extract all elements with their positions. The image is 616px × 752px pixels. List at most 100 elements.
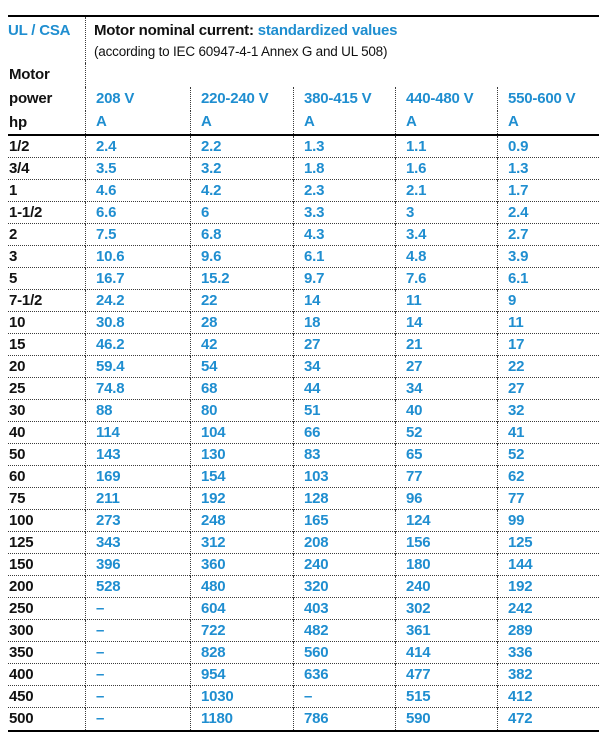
current-value: 6.1 [497,268,599,290]
hp-value: 250 [8,598,85,620]
unit-label: A [395,111,497,134]
current-value: 143 [85,444,190,466]
current-value: 1.6 [395,158,497,180]
current-value: 130 [190,444,293,466]
hp-value: 500 [9,710,34,727]
current-value: 99 [497,510,599,532]
current-value: – [85,620,190,642]
current-value: 22 [497,356,599,378]
table-row: 7-1/2 24.2 22 14 11 9 [8,290,599,312]
hp-value: 400 [8,664,85,686]
current-value: 412 [497,686,599,708]
current-value: 77 [395,466,497,488]
unit-label: A [85,111,190,134]
current-value: 590 [395,708,497,730]
table-row: 450 – 1030 – 515 412 [8,686,599,708]
current-value: 21 [395,334,497,356]
table-row: 30 88 80 51 40 32 [8,400,599,422]
table-row: 1/2 2.4 2.2 1.3 1.1 0.9 [8,136,599,158]
current-value: 361 [395,620,497,642]
table-body: 1/2 2.4 2.2 1.3 1.1 0.9 3/4 3.5 3.2 1.8 … [8,136,599,732]
hp-value: 3 [8,246,85,268]
hp-value: 450 [8,686,85,708]
hp-value: 2 [8,224,85,246]
current-value: 14 [395,312,497,334]
current-value: 144 [497,554,599,576]
current-value: 636 [293,664,395,686]
current-value: 62 [497,466,599,488]
unit-label: A [190,111,293,134]
current-value: 604 [190,598,293,620]
current-value: 14 [293,290,395,312]
column-header-440-480v: 440-480 V [395,87,497,111]
hp-value: 150 [8,554,85,576]
table-row: 125 343 312 208 156 125 [8,532,599,554]
current-value: 154 [190,466,293,488]
current-value: 7.5 [85,224,190,246]
current-value: 828 [190,642,293,664]
current-value: 18 [293,312,395,334]
row-header-motor: Motor [9,66,50,83]
current-value: 68 [190,378,293,400]
current-value: 83 [293,444,395,466]
table-row: 350 – 828 560 414 336 [8,642,599,664]
current-value: – [85,686,190,708]
table-title: Motor nominal current: standardized valu… [94,19,599,42]
table-row: 60 169 154 103 77 62 [8,466,599,488]
current-value: 6 [190,202,293,224]
hp-value: 75 [8,488,85,510]
current-value: 34 [395,378,497,400]
current-value: 30.8 [85,312,190,334]
current-value: 3.4 [395,224,497,246]
current-value: 208 [293,532,395,554]
hp-value: 15 [8,334,85,356]
current-value: 211 [85,488,190,510]
table-row: 500 – 1180 786 590 472 [8,708,599,730]
current-value: 3.2 [190,158,293,180]
column-header-380-415v: 380-415 V [293,87,395,111]
table-row: 25 74.8 68 44 34 27 [8,378,599,400]
current-value: 1.3 [293,136,395,158]
table-title-block: Motor nominal current: standardized valu… [85,17,599,63]
current-value: 1030 [190,686,293,708]
unit-label: A [497,111,599,134]
table-subtitle: (according to IEC 60947-4-1 Annex G and … [94,44,388,59]
table-row: 75 211 192 128 96 77 [8,488,599,510]
current-value: 480 [190,576,293,598]
unit-label: A [293,111,395,134]
current-value: 104 [190,422,293,444]
current-value: 51 [293,400,395,422]
current-value: 15.2 [190,268,293,290]
table-row: 50 143 130 83 65 52 [8,444,599,466]
table-row: 250 – 604 403 302 242 [8,598,599,620]
current-value: 242 [497,598,599,620]
current-value: 192 [190,488,293,510]
hp-value: 1 [8,180,85,202]
current-value: 0.9 [497,136,599,158]
current-value: 302 [395,598,497,620]
current-value: 46.2 [85,334,190,356]
current-value: 6.8 [190,224,293,246]
current-value: 954 [190,664,293,686]
current-value: 2.1 [395,180,497,202]
current-value: 360 [190,554,293,576]
current-value: 3.5 [85,158,190,180]
current-value: 66 [293,422,395,444]
current-value: 312 [190,532,293,554]
hp-value: 7-1/2 [8,290,85,312]
current-value: 2.4 [85,136,190,158]
table-row: 1-1/2 6.6 6 3.3 3 2.4 [8,202,599,224]
current-value: 3.9 [497,246,599,268]
hp-value: 20 [8,356,85,378]
current-value: 2.2 [190,136,293,158]
current-value: 482 [293,620,395,642]
current-value: 3 [395,202,497,224]
current-value: 9 [497,290,599,312]
hp-value: 100 [8,510,85,532]
current-value: 169 [85,466,190,488]
hp-value: 10 [8,312,85,334]
current-value: 180 [395,554,497,576]
table-row: 1 4.6 4.2 2.3 2.1 1.7 [8,180,599,202]
title-highlight-part: standardized values [257,22,398,39]
table-row: 2 7.5 6.8 4.3 3.4 2.7 [8,224,599,246]
